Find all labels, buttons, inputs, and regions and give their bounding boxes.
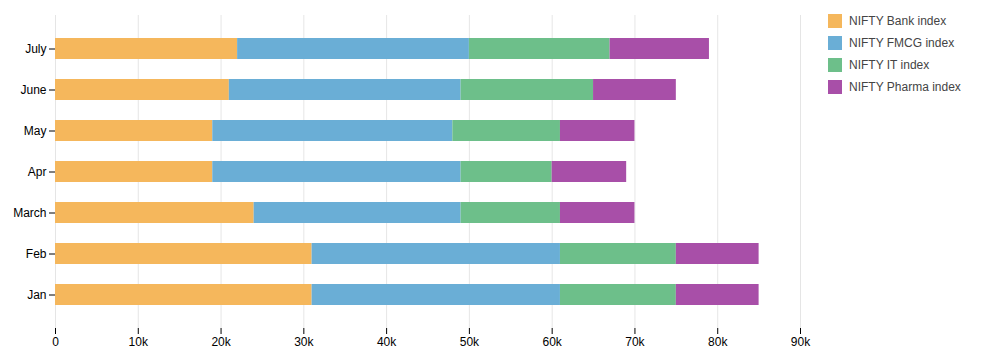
svg-text:Jan: Jan [27, 288, 46, 302]
svg-text:March: March [13, 206, 46, 220]
svg-text:10k: 10k [129, 335, 149, 349]
html-text:NIFTY Bank index: NIFTY Bank index [849, 14, 947, 28]
svg-text:80k: 80k [708, 335, 728, 349]
html-text:NIFTY Pharma index: NIFTY Pharma index [849, 80, 961, 94]
html-text:NIFTY FMCG index: NIFTY FMCG index [849, 36, 955, 50]
svg-text:Apr: Apr [28, 165, 47, 179]
svg-text:70k: 70k [625, 335, 645, 349]
svg-text:20k: 20k [211, 335, 231, 349]
svg-text:50k: 50k [460, 335, 480, 349]
svg-text:July: July [25, 42, 46, 56]
svg-text:Feb: Feb [26, 247, 47, 261]
svg-text:June: June [20, 83, 46, 97]
svg-text:40k: 40k [377, 335, 397, 349]
svg-text:90k: 90k [791, 335, 811, 349]
svg-text:30k: 30k [294, 335, 314, 349]
svg-text:May: May [24, 124, 47, 138]
svg-text:60k: 60k [542, 335, 562, 349]
html-text:NIFTY IT index: NIFTY IT index [849, 58, 930, 72]
svg-text:0: 0 [52, 335, 59, 349]
